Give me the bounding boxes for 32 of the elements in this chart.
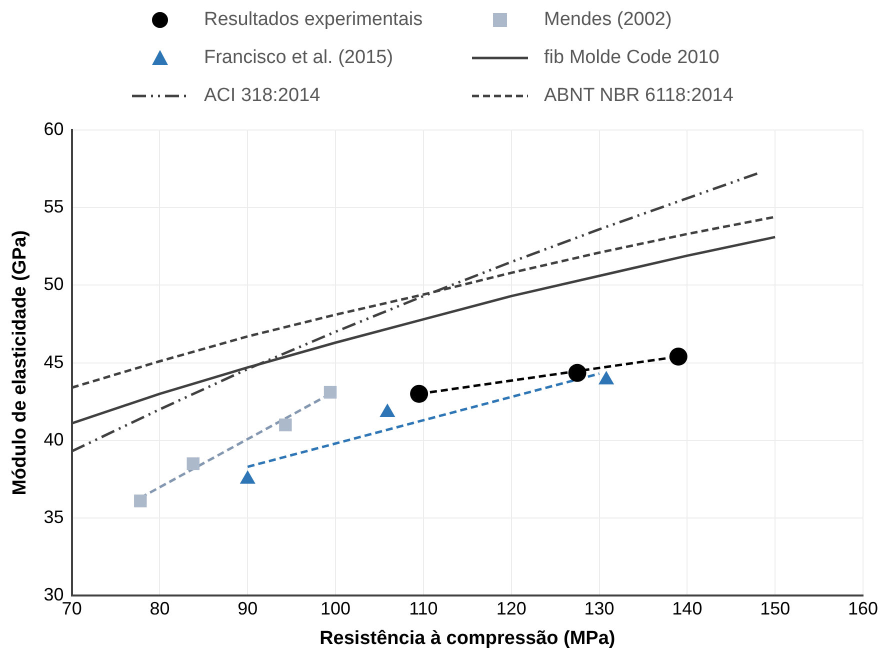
point: [186, 457, 200, 470]
x-tick-label: 120: [496, 598, 526, 618]
x-tick-label: 140: [672, 598, 702, 618]
legend-label: fib Molde Code 2010: [544, 47, 720, 69]
x-tick-label: 90: [238, 598, 258, 618]
point: [410, 384, 428, 403]
x-axis-title: Resistência à compressão (MPa): [320, 628, 616, 649]
point: [324, 386, 337, 399]
y-tick-label: 40: [44, 429, 64, 450]
point: [568, 364, 586, 382]
point: [669, 348, 688, 366]
y-tick-label: 35: [44, 506, 64, 527]
x-tick-label: 130: [584, 598, 614, 618]
legend-label: Resultados experimentais: [204, 9, 423, 31]
point: [279, 418, 292, 432]
legend-label: Francisco et al. (2015): [204, 47, 394, 69]
y-tick-label: 60: [44, 118, 64, 139]
point: [134, 494, 147, 508]
x-tick-label: 100: [320, 598, 351, 618]
y-tick-label: 50: [44, 274, 64, 294]
y-tick-label: 45: [44, 352, 64, 372]
x-tick-label: 110: [409, 598, 438, 618]
y-axis-title: Módulo de elasticidade (GPa): [10, 230, 31, 496]
legend-label: Mendes (2002): [544, 9, 672, 31]
x-tick-label: 80: [150, 598, 170, 618]
x-tick-label: 160: [848, 598, 878, 618]
x-tick-label: 150: [760, 598, 790, 618]
legend-label: ACI 318:2014: [204, 85, 320, 107]
legend-label: ABNT NBR 6118:2014: [544, 85, 734, 107]
x-tick-label: 70: [62, 598, 82, 618]
y-tick-label: 55: [44, 196, 64, 217]
y-tick-label: 30: [44, 584, 64, 605]
